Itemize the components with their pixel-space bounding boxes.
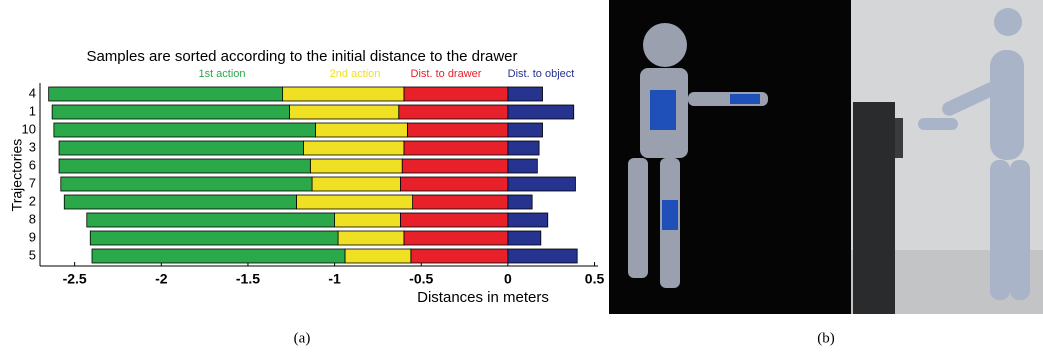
- bar-segment: [507, 176, 576, 192]
- y-tick-label: 3: [29, 139, 36, 154]
- legend-label: Dist. to object: [508, 68, 575, 80]
- x-tick-label: -1: [328, 271, 341, 287]
- bar-segment: [507, 104, 575, 120]
- bar-segment: [410, 248, 509, 264]
- bar-segment: [401, 158, 509, 174]
- bar-segment: [296, 194, 413, 210]
- bar-segment: [507, 212, 549, 228]
- bar-segment: [507, 248, 578, 264]
- bar-segment: [51, 104, 290, 120]
- bar-segment: [507, 158, 538, 174]
- legend-label: 1st action: [198, 68, 245, 80]
- bar-segment: [63, 194, 297, 210]
- bar-segment: [403, 230, 509, 246]
- bar-segment: [344, 248, 412, 264]
- x-tick-label: -2.5: [63, 271, 87, 287]
- bar-segment: [91, 248, 346, 264]
- legend-label: Dist. to drawer: [411, 68, 482, 80]
- y-tick-label: 8: [29, 211, 36, 226]
- bar-segment: [403, 140, 509, 156]
- bar-segment: [58, 140, 304, 156]
- x-axis-label: Distances in meters: [417, 289, 549, 306]
- bar-segment: [311, 176, 401, 192]
- bar-segment: [403, 86, 509, 102]
- bar-segment: [303, 140, 405, 156]
- bar-segment: [507, 86, 543, 102]
- bar-segment: [334, 212, 401, 228]
- y-tick-label: 9: [29, 229, 36, 244]
- bar-segment: [315, 122, 408, 138]
- bar-segment: [406, 122, 509, 138]
- x-tick-label: 0.5: [585, 271, 605, 287]
- y-tick-label: 10: [22, 121, 36, 136]
- bar-segment: [507, 140, 540, 156]
- bar-segment: [400, 212, 509, 228]
- y-tick-label: 6: [29, 157, 36, 172]
- bar-segment: [89, 230, 339, 246]
- bar-segment: [412, 194, 509, 210]
- bar-segment: [309, 158, 403, 174]
- y-tick-label: 5: [29, 247, 36, 262]
- x-tick-label: -1.5: [236, 271, 260, 287]
- bar-segment: [58, 158, 311, 174]
- bar-segment: [282, 86, 405, 102]
- photo: [609, 0, 1043, 314]
- x-tick-label: -2: [155, 271, 168, 287]
- legend-label: 2nd action: [330, 68, 381, 80]
- bar-segment: [400, 176, 509, 192]
- bar-segment: [507, 230, 542, 246]
- bar-segment: [507, 194, 533, 210]
- x-tick-label: 0: [504, 271, 512, 287]
- caption: (a): [294, 330, 311, 346]
- chart-title: Samples are sorted according to the init…: [86, 48, 517, 65]
- bar-segment: [289, 104, 400, 120]
- bar-segment: [48, 86, 284, 102]
- bar-segment: [398, 104, 509, 120]
- bar-segment: [507, 122, 543, 138]
- bar-segment: [86, 212, 335, 228]
- y-axis-label: Trajectories: [9, 139, 25, 212]
- y-tick-label: 2: [29, 193, 36, 208]
- y-tick-label: 7: [29, 175, 36, 190]
- y-tick-label: 4: [29, 85, 36, 100]
- bar-segment: [337, 230, 405, 246]
- bar-segment: [60, 176, 313, 192]
- bar-segment: [53, 122, 316, 138]
- caption: (b): [817, 330, 835, 346]
- x-tick-label: -0.5: [409, 271, 433, 287]
- y-tick-label: 1: [29, 103, 36, 118]
